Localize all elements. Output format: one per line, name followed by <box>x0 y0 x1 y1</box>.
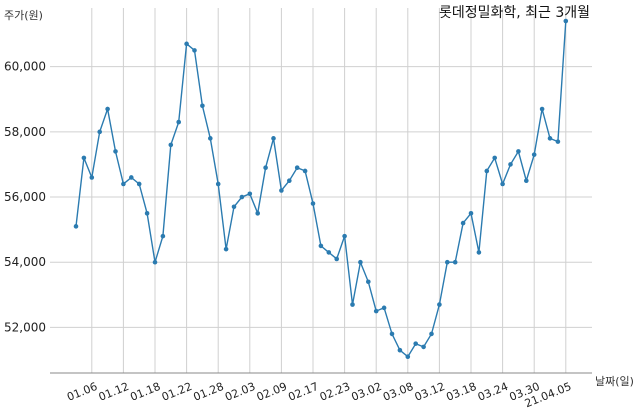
data-point <box>508 162 513 167</box>
data-point <box>81 155 87 161</box>
data-point <box>239 194 245 200</box>
data-point <box>121 181 126 187</box>
x-tick-label: 03.18 <box>444 380 478 404</box>
data-point <box>373 308 379 314</box>
data-point <box>381 305 387 311</box>
data-point <box>366 279 371 285</box>
x-tick-label: 03.12 <box>413 380 447 404</box>
data-point <box>152 259 158 265</box>
data-point <box>421 344 426 350</box>
data-point <box>247 191 253 197</box>
x-tick-label: 01.06 <box>65 380 99 404</box>
data-point <box>563 18 569 24</box>
data-point <box>547 136 553 141</box>
y-tick-label: 56,000 <box>4 190 46 204</box>
data-point <box>524 178 529 184</box>
x-tick-label: 01.18 <box>128 380 162 404</box>
data-point <box>200 103 205 109</box>
data-point <box>113 149 118 154</box>
data-point <box>460 220 466 226</box>
data-point <box>397 347 403 353</box>
data-point <box>484 168 490 174</box>
data-point <box>302 168 308 174</box>
data-point <box>192 48 197 53</box>
data-point <box>389 331 395 337</box>
data-point <box>500 181 505 187</box>
data-point <box>89 175 95 180</box>
data-point <box>255 211 260 216</box>
data-point <box>184 41 189 47</box>
data-point <box>263 165 268 170</box>
x-tick-label: 03.08 <box>381 380 415 404</box>
data-point <box>105 106 110 112</box>
data-point <box>136 181 142 187</box>
data-point <box>310 201 316 206</box>
data-point <box>492 155 498 161</box>
y-tick-label: 54,000 <box>4 255 46 269</box>
x-axis-ticks: 01.0601.1201.1801.2201.2802.0302.0902.17… <box>65 380 573 410</box>
data-point <box>539 106 545 112</box>
data-point <box>531 152 537 157</box>
x-tick-label: 02.17 <box>286 380 320 404</box>
data-point <box>223 246 229 252</box>
data-point <box>326 250 332 255</box>
y-tick-label: 58,000 <box>4 125 46 139</box>
x-tick-label: 01.12 <box>97 380 131 404</box>
data-point <box>445 259 450 265</box>
x-axis-label: 날짜(일) <box>595 374 634 388</box>
data-point <box>429 331 434 337</box>
data-point <box>176 119 181 125</box>
x-tick-label: 01.22 <box>160 380 194 404</box>
y-tick-label: 52,000 <box>4 320 46 334</box>
data-point <box>294 165 300 170</box>
data-point <box>160 233 166 239</box>
data-point <box>437 302 442 307</box>
data-point <box>73 224 79 229</box>
data-point <box>97 129 102 135</box>
data-point <box>476 250 482 255</box>
data-point <box>287 178 292 184</box>
data-point <box>215 181 221 187</box>
x-tick-label: 03.02 <box>350 380 384 404</box>
y-axis-ticks: 52,000 54,000 56,000 58,000 60,000 <box>4 60 46 335</box>
data-point <box>334 256 340 262</box>
data-point <box>279 188 284 193</box>
x-tick-label: 03.24 <box>476 380 510 404</box>
price-line <box>75 20 567 358</box>
data-point <box>231 204 237 210</box>
data-point <box>271 136 276 141</box>
data-point <box>452 259 458 265</box>
data-point <box>342 233 347 239</box>
data-point <box>358 259 363 265</box>
data-point <box>516 149 521 154</box>
chart-title: 롯데정밀화학, 최근 3개월 <box>439 5 590 21</box>
data-point <box>318 243 324 249</box>
price-series <box>73 18 569 360</box>
data-point <box>405 354 411 360</box>
data-point <box>168 142 174 148</box>
x-tick-label: 02.03 <box>223 380 257 404</box>
x-tick-label: 02.23 <box>318 380 352 404</box>
x-tick-label: 02.09 <box>255 380 289 404</box>
y-tick-label: 60,000 <box>4 60 46 74</box>
data-point <box>208 136 213 141</box>
data-point <box>129 175 134 180</box>
data-point <box>144 211 150 216</box>
data-point <box>468 211 474 216</box>
x-tick-label: 01.28 <box>192 380 226 404</box>
data-point <box>350 302 355 307</box>
y-axis-label: 주가(원) <box>4 9 43 22</box>
data-point <box>413 341 419 346</box>
data-point <box>555 139 561 144</box>
grid-lines <box>50 8 592 373</box>
